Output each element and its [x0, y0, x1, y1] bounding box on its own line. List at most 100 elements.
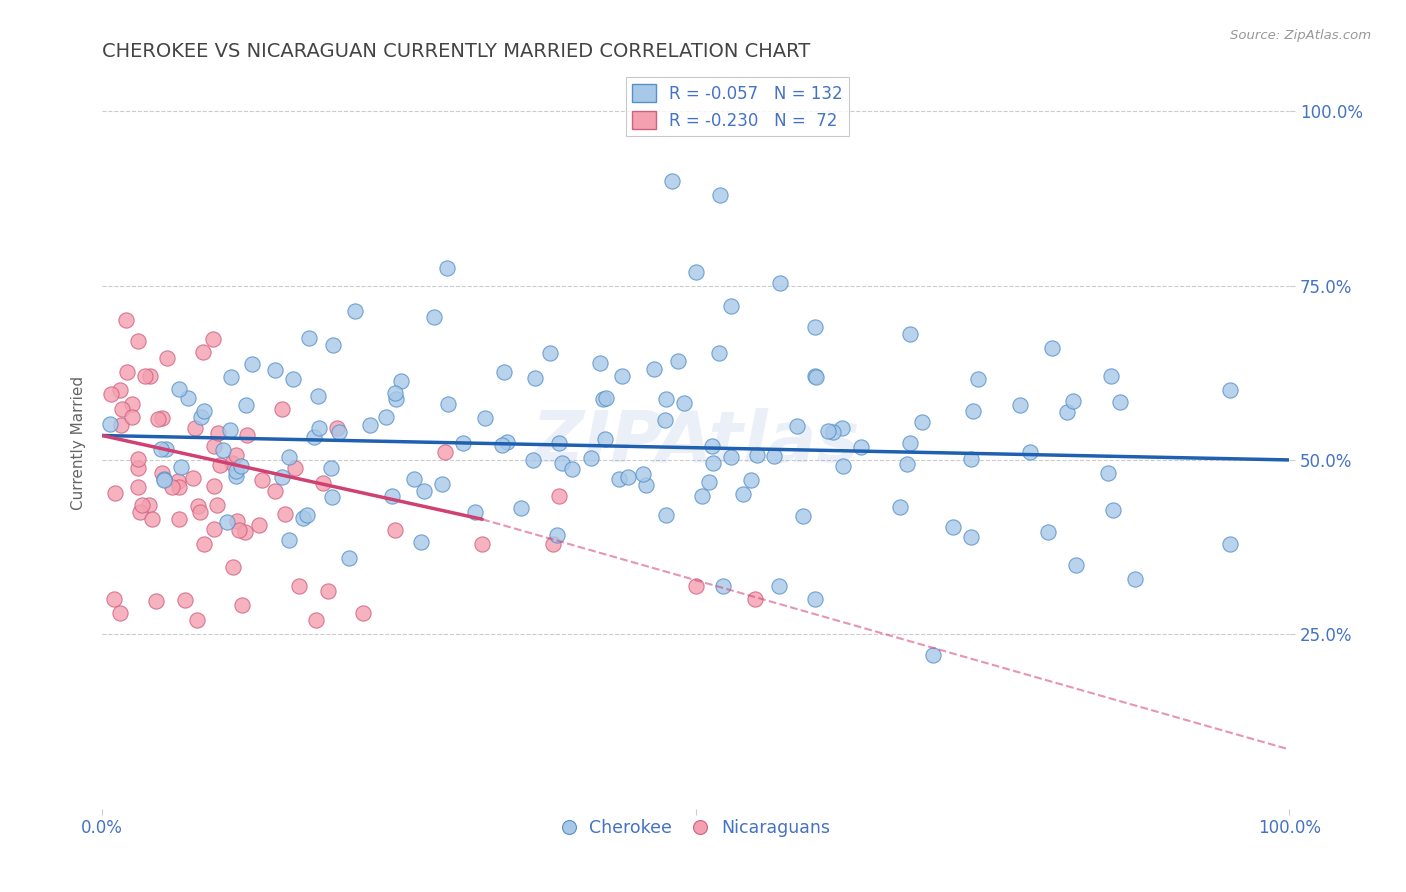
Point: [384, 386, 406, 401]
Point: [177, 391, 200, 405]
Point: [127, 451, 149, 466]
Point: [186, 614, 208, 628]
Point: [167, 382, 190, 396]
Point: [436, 260, 458, 275]
Point: [322, 338, 344, 352]
Point: [707, 346, 730, 360]
Point: [170, 459, 193, 474]
Point: [1010, 398, 1032, 412]
Point: [685, 264, 707, 278]
Point: [153, 473, 176, 487]
Point: [235, 398, 257, 412]
Point: [308, 420, 330, 434]
Point: [740, 473, 762, 487]
Point: [589, 356, 612, 370]
Point: [690, 489, 713, 503]
Point: [806, 370, 828, 384]
Point: [104, 486, 127, 500]
Point: [1109, 395, 1132, 409]
Point: [110, 418, 132, 433]
Point: [821, 425, 844, 439]
Point: [209, 458, 232, 473]
Point: [1040, 341, 1063, 355]
Point: [295, 508, 318, 522]
Point: [278, 450, 301, 465]
Point: [352, 607, 374, 621]
Point: [685, 578, 707, 592]
Point: [193, 404, 215, 418]
Point: [451, 436, 474, 450]
Point: [655, 508, 678, 523]
Point: [547, 489, 569, 503]
Point: [191, 345, 214, 359]
Y-axis label: Currently Married: Currently Married: [72, 376, 86, 509]
Point: [385, 392, 408, 406]
Point: [922, 648, 945, 663]
Point: [967, 372, 990, 386]
Point: [284, 461, 307, 475]
Point: [225, 464, 247, 478]
Point: [817, 425, 839, 439]
Point: [181, 471, 204, 485]
Point: [359, 417, 381, 432]
Point: [551, 456, 574, 470]
Point: [471, 536, 494, 550]
Point: [231, 598, 253, 612]
Point: [150, 466, 173, 480]
Point: [100, 386, 122, 401]
Point: [643, 361, 665, 376]
Point: [228, 524, 250, 538]
Text: ZIPAtlas: ZIPAtlas: [531, 408, 860, 477]
Point: [786, 418, 808, 433]
Point: [1056, 404, 1078, 418]
Point: [127, 461, 149, 475]
Point: [849, 440, 872, 454]
Point: [561, 462, 583, 476]
Point: [153, 472, 176, 486]
Point: [595, 391, 617, 405]
Point: [319, 460, 342, 475]
Point: [673, 395, 696, 409]
Point: [538, 346, 561, 360]
Point: [733, 487, 755, 501]
Point: [221, 370, 243, 384]
Point: [167, 479, 190, 493]
Point: [437, 397, 460, 411]
Point: [889, 500, 911, 514]
Point: [307, 389, 329, 403]
Point: [328, 425, 350, 440]
Point: [145, 594, 167, 608]
Point: [134, 369, 156, 384]
Point: [225, 514, 247, 528]
Point: [831, 459, 853, 474]
Point: [283, 372, 305, 386]
Point: [108, 607, 131, 621]
Point: [202, 332, 225, 346]
Point: [744, 592, 766, 607]
Point: [146, 411, 169, 425]
Point: [720, 450, 742, 464]
Point: [1123, 572, 1146, 586]
Point: [271, 402, 294, 417]
Point: [193, 536, 215, 550]
Point: [108, 383, 131, 397]
Point: [187, 499, 209, 513]
Point: [430, 477, 453, 491]
Point: [222, 560, 245, 574]
Point: [792, 509, 814, 524]
Point: [190, 409, 212, 424]
Point: [654, 413, 676, 427]
Point: [225, 448, 247, 462]
Point: [769, 277, 792, 291]
Point: [235, 428, 257, 442]
Point: [264, 363, 287, 377]
Point: [127, 480, 149, 494]
Point: [803, 320, 825, 334]
Point: [298, 331, 321, 345]
Point: [138, 498, 160, 512]
Point: [325, 421, 347, 435]
Point: [666, 354, 689, 368]
Point: [311, 476, 333, 491]
Point: [141, 512, 163, 526]
Point: [215, 515, 238, 529]
